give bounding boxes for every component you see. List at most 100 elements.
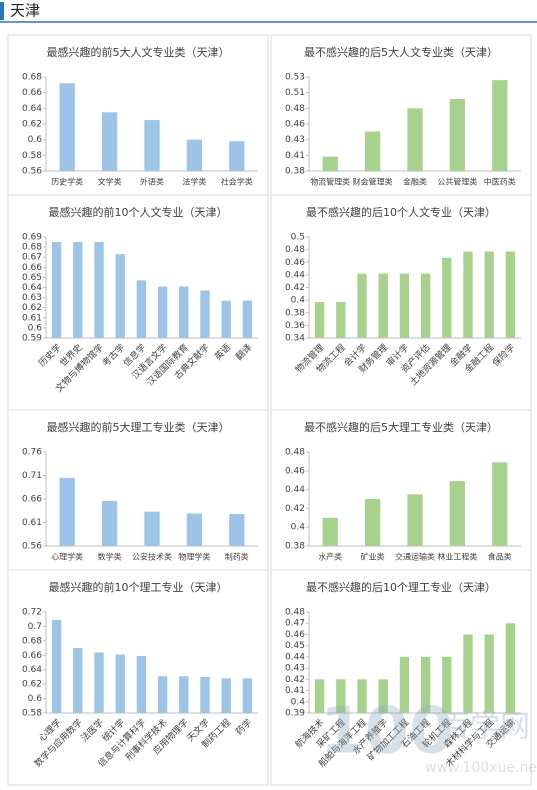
bar [101,112,118,171]
bar [505,251,516,338]
x-tick-label: 水产类 [318,552,342,562]
y-tick-label: 0.64 [22,283,42,293]
bar [407,108,423,171]
y-tick-label: 0.44 [285,270,305,280]
panel-border [270,409,532,571]
y-tick-label: 0.43 [285,664,305,674]
x-tick-label: 外语类 [140,177,164,187]
x-tick-label: 财会管理类 [353,177,393,187]
y-tick-label: 0.38 [285,167,305,177]
y-tick-label: 0.67 [22,253,42,263]
watermark-logo: 100 [320,695,454,769]
chart-title: 最不感兴趣的后10个理工专业（天津） [306,580,496,594]
y-tick-label: 0.4 [291,697,306,707]
bar [136,656,147,713]
bar [420,273,431,338]
chart-panel: 最不感兴趣的后10个理工专业（天津） 0.39 0.40.410.420.43 0.4… [270,569,532,786]
bar [399,273,410,338]
chart-title: 最不感兴趣的后10个人文专业（天津） [306,205,496,219]
y-tick-label: 0.71 [22,471,42,481]
bar [484,251,494,338]
bar [51,242,62,338]
y-tick-label: 0.62 [22,680,42,690]
x-tick-label: 历史学类 [51,177,83,187]
y-tick-label: 0.68 [22,243,42,253]
chart-title: 最感兴趣的前10个理工专业（天津） [49,580,228,594]
bar [157,286,168,338]
x-tick-label: 食品类 [488,552,512,562]
bar [94,652,104,713]
bar [336,679,346,713]
y-tick-label: 0.38 [285,542,305,552]
bar [314,679,325,713]
x-tick-label: 交通运输类 [395,552,435,562]
y-tick-label: 0.36 [285,321,305,331]
bar [463,251,473,338]
bar [505,623,516,713]
bar [51,619,62,713]
y-tick-label: 0.7 [28,622,42,632]
bar [484,634,494,713]
x-tick-label: 数学类 [98,552,122,562]
y-tick-label: 0.39 [285,709,305,719]
chart-panel: 最不感兴趣的后5大理工专业类（天津） 0.38 0.4 0.42 0.44 0.46 0.4… [270,409,532,571]
y-tick-label: 0.56 [22,542,42,552]
chart-title: 最感兴趣的前5大理工专业类（天津） [47,420,230,434]
x-tick-label: 物流管理类 [310,177,350,187]
bar [229,141,245,171]
bar [73,242,83,338]
chart-panel: 最感兴趣的前5大理工专业类（天津） 0.56 0.61 0.66 0.71 0.76 心理学… [7,409,269,571]
y-tick-label: 0.63 [22,293,42,303]
bar [73,648,83,713]
bar [157,676,168,713]
bar [492,80,508,171]
bar [357,273,367,338]
y-tick-label: 0.6 [28,323,43,333]
bar [336,302,346,338]
bar [186,513,203,546]
bar [221,678,231,713]
y-tick-label: 0.64 [22,104,42,114]
bar [179,676,189,713]
chart-title: 最感兴趣的前5大人文专业类（天津） [47,45,230,59]
y-tick-label: 0.76 [22,448,42,458]
bar [242,678,253,713]
chart-panel: 最不感兴趣的后10个人文专业（天津） 0.34 0.36 0.38 0.4 0.42 0.4… [270,194,532,411]
x-tick-label: 林业工程类 [437,552,477,562]
bar [364,499,381,546]
bar [229,514,245,546]
x-tick-label: 矿业类 [361,552,385,562]
y-tick-label: 0.4 [291,296,306,306]
y-tick-label: 0.4 [291,523,306,533]
y-tick-label: 0.48 [285,448,305,458]
watermark-url: www.100xue.net [425,760,537,776]
bar [463,634,473,713]
bar [442,257,452,338]
chart-panel: 最感兴趣的前10个人文专业（天津） 0.590.60.610.620.630.64… [7,194,269,411]
panel-border [270,34,532,196]
bar [314,302,325,338]
y-tick-label: 0.66 [22,651,42,661]
bar [115,654,125,713]
y-tick-label: 0.46 [285,630,305,640]
y-tick-label: 0.66 [22,495,42,505]
y-tick-label: 0.38 [285,308,305,318]
y-tick-label: 0.53 [285,73,305,83]
bar [179,286,189,338]
bar [242,300,253,338]
y-tick-label: 0.51 [285,88,305,98]
bar [186,139,203,171]
y-tick-label: 0.68 [22,73,42,83]
y-tick-label: 0.47 [285,619,305,629]
y-tick-label: 0.58 [22,709,42,719]
y-tick-label: 0.34 [285,334,305,344]
watermark-name: 百学网 [440,710,530,745]
x-tick-label: 物理学类 [178,552,210,562]
y-tick-label: 0.58 [22,151,42,161]
x-tick-label: 社会学类 [221,177,253,187]
header-title: 天津 [10,2,40,20]
bar [322,517,338,546]
y-tick-label: 0.42 [285,283,305,293]
